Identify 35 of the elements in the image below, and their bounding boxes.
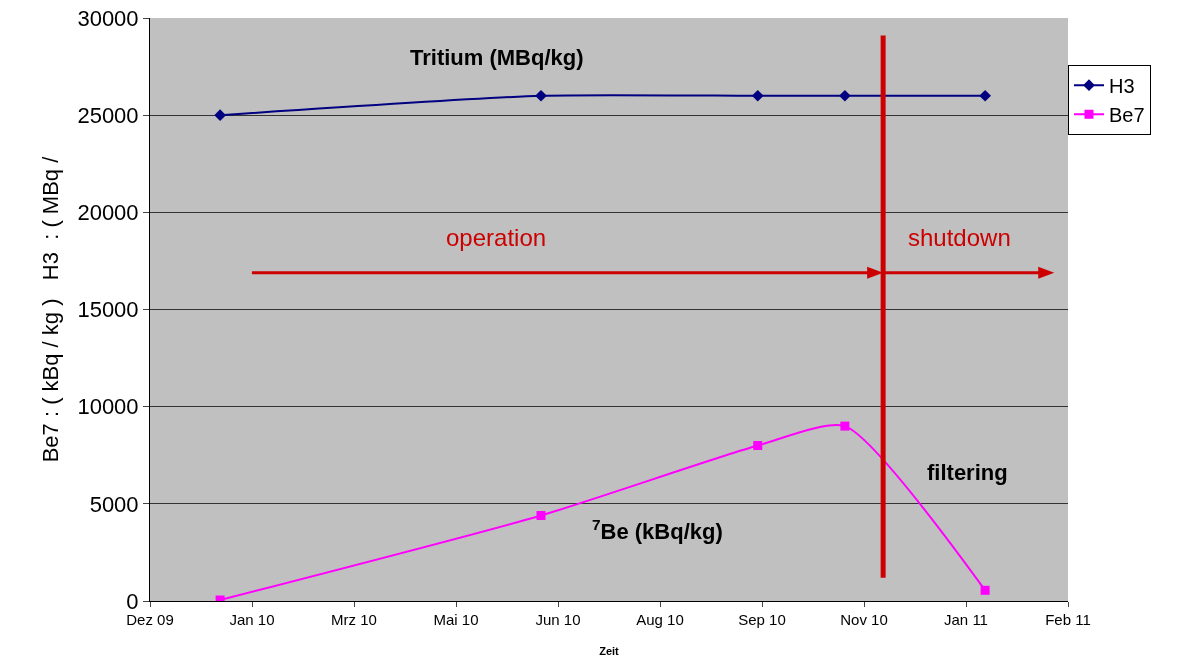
point — [979, 89, 991, 102]
y-tick-label: 25000 — [77, 102, 139, 128]
y-tick-label: 20000 — [77, 200, 139, 226]
annotation: filtering — [927, 460, 1008, 485]
y-tick-label: 5000 — [89, 491, 139, 517]
x-tick-label: Jan 11 — [944, 611, 988, 628]
point — [536, 510, 546, 520]
point — [535, 89, 547, 102]
point — [751, 89, 764, 102]
x-tick-label: Mrz 10 — [331, 611, 377, 628]
point — [753, 441, 763, 451]
legend-label: Be7 — [1109, 103, 1145, 126]
x-tick-label: Sep 10 — [738, 611, 786, 628]
x-tick-label: Aug 10 — [636, 611, 684, 628]
point — [980, 585, 990, 595]
annotation: shutdown — [908, 224, 1011, 251]
point — [839, 89, 851, 102]
point — [840, 421, 850, 431]
x-tick-label: Jun 10 — [535, 611, 581, 628]
y-tick-label: 10000 — [77, 394, 139, 420]
x-tick-label: Mai 10 — [433, 611, 479, 628]
x-tick-label: Nov 10 — [840, 611, 888, 628]
x-tick-label: Dez 09 — [126, 611, 174, 628]
x-tick-label: Feb 11 — [1045, 611, 1091, 628]
x-axis-title: Zeit — [599, 645, 620, 658]
x-tick-label: Jan 10 — [229, 611, 275, 628]
y-tick-label: 30000 — [77, 5, 139, 31]
y-tick-label: 0 — [126, 588, 139, 614]
point — [214, 109, 226, 122]
y-tick-label: 15000 — [77, 297, 139, 323]
annotation: operation — [446, 224, 547, 251]
annotation: $^{7}$Be (kBq/kg) — [592, 516, 723, 545]
annotation: Tritium (MBq/kg) — [410, 45, 584, 70]
y-axis-title: Be7 : ( kBq / kg ) H3 : ( MBq / — [38, 155, 64, 463]
legend-label: H3 — [1109, 74, 1135, 97]
